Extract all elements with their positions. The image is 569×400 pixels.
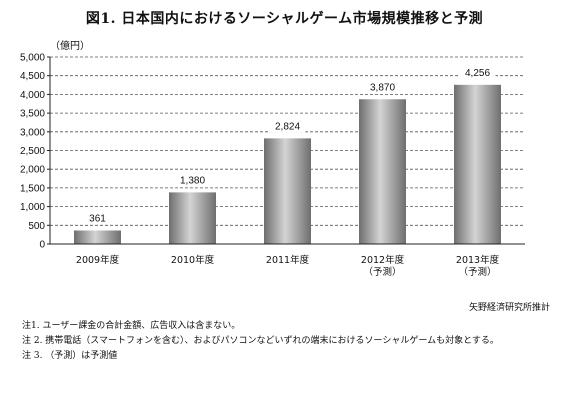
category-label: 2010年度 [171, 254, 215, 266]
y-tick-label: 500 [28, 221, 45, 232]
bar [454, 84, 501, 245]
bar [359, 99, 406, 245]
category-label: 2013年度 [456, 254, 500, 266]
value-label-bg [174, 173, 211, 187]
chart-title: 図1. 日本国内におけるソーシャルゲーム市場規模推移と予測 [85, 11, 484, 27]
y-tick-label: 3,500 [20, 109, 45, 120]
y-tick-label: 5,000 [20, 53, 45, 64]
axes [47, 56, 525, 245]
category-label: 2009年度 [76, 254, 120, 266]
value-label-bg [269, 119, 306, 133]
y-tick-label: 4,500 [20, 71, 45, 82]
y-tick-label: 4,000 [20, 90, 45, 101]
bar [169, 192, 216, 244]
y-tick-label: 1,000 [20, 202, 45, 213]
notes: 注1. ユーザー課金の合計金額、広告収入は含まない。 注 2. 携帯電話（スマー… [22, 319, 562, 364]
category-sublabel: （予測） [363, 266, 401, 278]
value-label-bg [364, 80, 401, 94]
category-label: 2012年度 [361, 254, 405, 266]
bar-chart: （億円） 0 500 1,000 1,500 2,000 2,500 3,000 3,500 4… [20, 39, 525, 279]
value-label-bg [459, 65, 496, 79]
bars [74, 84, 501, 245]
value-label: 361 [89, 213, 106, 224]
labels: 0 500 1,000 1,500 2,000 2,500 3,000 3,500 4,000 4… [20, 53, 500, 279]
y-tick-label: 2,000 [20, 165, 45, 176]
category-label: 2011年度 [266, 254, 310, 266]
y-tick-label: 3,000 [20, 127, 45, 138]
value-label: 4,256 [465, 68, 490, 79]
value-label: 2,824 [275, 121, 300, 132]
source-credit: 矢野経済研究所推計 [468, 303, 550, 313]
note-2: 注 2. 携帯電話（スマートフォンを含む）、およびパソコンなどいずれの端末におけ… [22, 336, 499, 346]
y-tick-label: 1,500 [20, 183, 45, 194]
bar [264, 138, 311, 244]
y-tick-label: 0 [39, 240, 45, 251]
note-1: 注1. ユーザー課金の合計金額、広告収入は含まない。 [22, 321, 241, 331]
category-sublabel: （予測） [458, 266, 496, 278]
value-label: 3,870 [370, 82, 395, 93]
bar [74, 230, 121, 244]
y-axis-unit: （億円） [50, 39, 90, 52]
value-label-bg [85, 211, 110, 225]
value-label: 1,380 [180, 175, 205, 186]
y-tick-label: 2,500 [20, 146, 45, 157]
note-3: 注 3. （予測）は予測値 [22, 351, 118, 361]
